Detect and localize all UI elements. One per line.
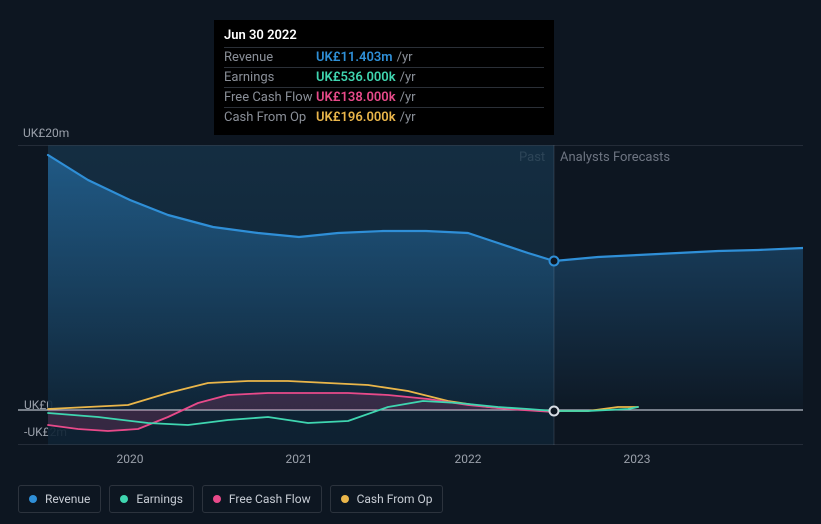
tooltip-row: Cash From OpUK£196.000k/yr xyxy=(224,107,544,127)
tooltip-suffix: /yr xyxy=(400,90,416,105)
tooltip-suffix: /yr xyxy=(400,110,416,125)
tooltip-row: EarningsUK£536.000k/yr xyxy=(224,67,544,87)
legend-label: Free Cash Flow xyxy=(229,492,311,506)
legend-item[interactable]: Revenue xyxy=(18,485,101,513)
tooltip-metric-label: Earnings xyxy=(224,70,316,85)
x-axis-label: 2023 xyxy=(624,452,651,466)
tooltip-metric-value: UK£138.000k xyxy=(316,90,396,105)
legend: Revenue Earnings Free Cash Flow Cash From O… xyxy=(18,485,443,513)
tooltip-metric-label: Cash From Op xyxy=(224,110,316,125)
y-axis-label: UK£20m xyxy=(23,126,69,140)
tooltip-metric-value: UK£196.000k xyxy=(316,110,396,125)
legend-dot-icon xyxy=(29,495,37,503)
tooltip-metric-label: Revenue xyxy=(224,50,316,65)
x-axis-label: 2021 xyxy=(286,452,313,466)
legend-item[interactable]: Free Cash Flow xyxy=(202,485,322,513)
legend-label: Revenue xyxy=(45,492,90,506)
legend-label: Earnings xyxy=(136,492,183,506)
legend-dot-icon xyxy=(120,495,128,503)
legend-label: Cash From Op xyxy=(357,492,433,506)
tooltip-metric-value: UK£536.000k xyxy=(316,70,396,85)
tooltip-suffix: /yr xyxy=(397,50,413,65)
legend-item[interactable]: Earnings xyxy=(109,485,194,513)
legend-item[interactable]: Cash From Op xyxy=(330,485,444,513)
x-axis-label: 2020 xyxy=(117,452,144,466)
tooltip-metric-value: UK£11.403m xyxy=(316,50,393,65)
x-axis-label: 2022 xyxy=(455,452,482,466)
earnings-chart[interactable] xyxy=(18,145,803,445)
tooltip-metric-label: Free Cash Flow xyxy=(224,90,316,105)
tooltip-suffix: /yr xyxy=(400,70,416,85)
tooltip-row: Free Cash FlowUK£138.000k/yr xyxy=(224,87,544,107)
tooltip-row: RevenueUK£11.403m/yr xyxy=(224,47,544,67)
tooltip-date: Jun 30 2022 xyxy=(224,28,544,47)
legend-dot-icon xyxy=(213,495,221,503)
legend-dot-icon xyxy=(341,495,349,503)
hover-tooltip: Jun 30 2022 RevenueUK£11.403m/yrEarnings… xyxy=(214,20,554,135)
